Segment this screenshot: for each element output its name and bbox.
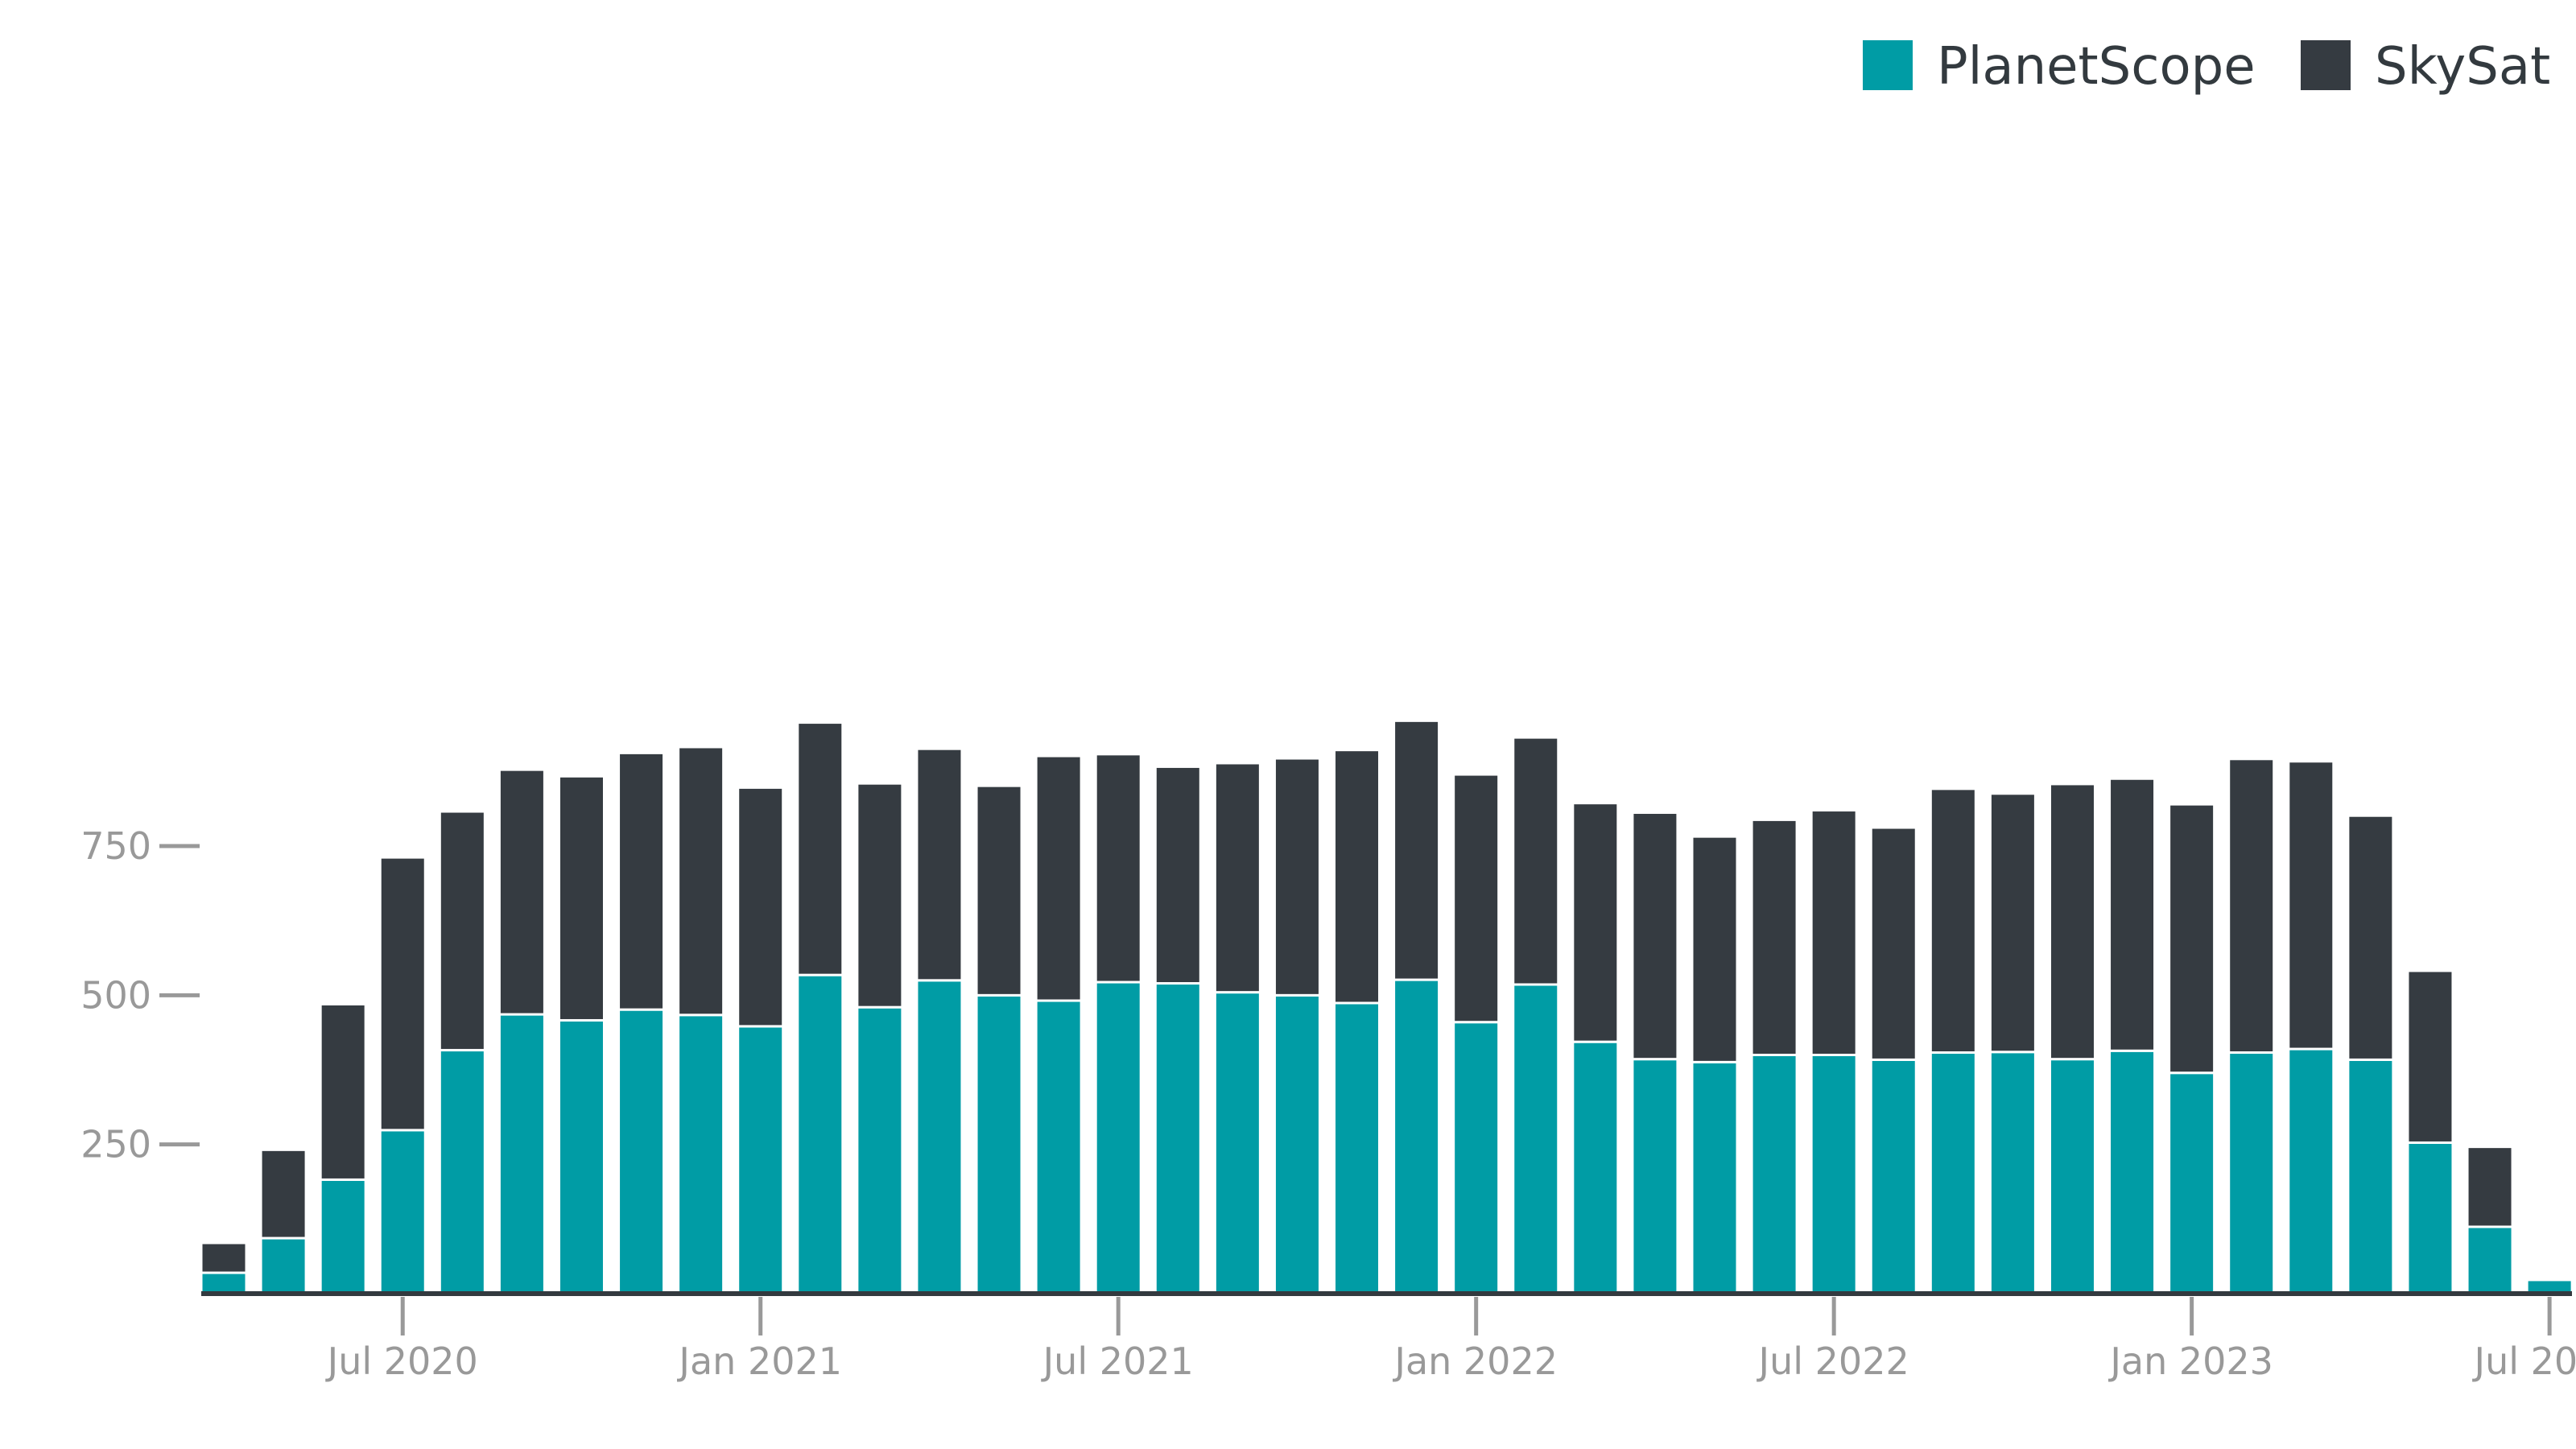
- bar-skysat-2020-11: [617, 751, 666, 1011]
- bar-planetscope-2021-04: [915, 979, 964, 1295]
- bar-skysat-2021-01: [737, 786, 785, 1028]
- bar-planetscope-2021-06: [1034, 999, 1083, 1295]
- x-tick-label-2020-07: Jul 2020: [325, 1340, 478, 1383]
- bar-skysat-2020-05: [259, 1148, 308, 1240]
- legend: PlanetScope SkySat: [1863, 37, 2550, 97]
- bar-skysat-2020-07: [378, 856, 427, 1132]
- bar-skysat-2021-02: [796, 721, 844, 976]
- bar-planetscope-2023-02: [2227, 1051, 2276, 1295]
- bar-skysat-2022-03: [1571, 802, 1620, 1043]
- bar-planetscope-2022-08: [1869, 1058, 1918, 1295]
- bar-skysat-2023-06: [2466, 1146, 2514, 1228]
- bar-planetscope-2023-06: [2466, 1225, 2514, 1295]
- bar-planetscope-2022-09: [1929, 1051, 1977, 1295]
- bar-skysat-2020-08: [438, 810, 486, 1052]
- bar-skysat-2022-07: [1810, 809, 1858, 1056]
- bar-skysat-2020-04: [200, 1241, 248, 1274]
- bar-skysat-2020-10: [557, 774, 605, 1022]
- bar-planetscope-2020-09: [497, 1013, 546, 1295]
- bar-planetscope-2020-06: [319, 1178, 367, 1295]
- bar-planetscope-2020-04: [200, 1271, 248, 1295]
- bar-planetscope-2022-03: [1571, 1040, 1620, 1295]
- bar-planetscope-2020-05: [259, 1236, 308, 1295]
- bar-skysat-2022-11: [2048, 782, 2096, 1061]
- bar-planetscope-2020-10: [557, 1018, 605, 1295]
- bar-planetscope-2023-05: [2406, 1141, 2454, 1295]
- bar-planetscope-2020-08: [438, 1049, 486, 1295]
- x-axis: Jul 2020 Jan 2021 Jul 2021 Jan 2022 Jul 2022…: [201, 1291, 2576, 1383]
- bar-planetscope-2021-07: [1094, 980, 1142, 1295]
- bar-skysat-2021-06: [1034, 754, 1083, 1002]
- legend-swatch-planetscope: [1863, 40, 1913, 90]
- x-tick-label-2023-07: Jul 2023: [2472, 1340, 2576, 1383]
- x-tick-label-2023-01: Jan 2023: [2107, 1340, 2273, 1383]
- bar-skysat-2022-04: [1631, 811, 1679, 1061]
- x-tick-label-2022-07: Jul 2022: [1757, 1340, 1909, 1383]
- bar-planetscope-2021-11: [1333, 1001, 1381, 1295]
- bar-planetscope-2021-09: [1213, 991, 1261, 1295]
- bar-planetscope-2020-12: [677, 1013, 725, 1295]
- bars-layer: [200, 719, 2574, 1295]
- bar-skysat-2023-03: [2287, 760, 2335, 1051]
- legend-swatch-skysat: [2301, 40, 2351, 90]
- bar-planetscope-2022-01: [1452, 1021, 1501, 1295]
- legend-label-planetscope: PlanetScope: [1937, 37, 2256, 97]
- x-tick-label-2021-07: Jul 2021: [1041, 1340, 1194, 1383]
- bar-skysat-2021-07: [1094, 753, 1142, 984]
- legend-label-skysat: SkySat: [2375, 37, 2550, 97]
- bar-planetscope-2023-01: [2168, 1071, 2216, 1295]
- bar-planetscope-2021-03: [856, 1005, 904, 1295]
- bar-planetscope-2021-01: [737, 1025, 785, 1295]
- bar-skysat-2020-09: [497, 768, 546, 1016]
- bar-skysat-2022-08: [1869, 826, 1918, 1061]
- y-tick-label-250: 250: [80, 1123, 151, 1166]
- y-axis: 250 500 750: [80, 824, 200, 1166]
- bar-skysat-2020-12: [677, 745, 725, 1017]
- bar-skysat-2021-05: [975, 784, 1023, 997]
- x-tick-label-2021-01: Jan 2021: [676, 1340, 842, 1383]
- bar-planetscope-2020-07: [378, 1129, 427, 1295]
- bar-skysat-2021-12: [1393, 719, 1441, 981]
- bar-skysat-2023-02: [2227, 758, 2276, 1055]
- bar-planetscope-2022-11: [2048, 1058, 2096, 1295]
- bar-skysat-2021-10: [1273, 757, 1321, 997]
- bar-skysat-2022-02: [1512, 736, 1560, 986]
- bar-skysat-2022-01: [1452, 773, 1501, 1024]
- bar-skysat-2022-10: [1988, 792, 2037, 1054]
- bar-planetscope-2020-11: [617, 1008, 666, 1295]
- bar-planetscope-2023-04: [2347, 1058, 2395, 1295]
- bar-skysat-2023-01: [2168, 803, 2216, 1075]
- bar-planetscope-2021-10: [1273, 993, 1321, 1295]
- bar-skysat-2021-09: [1213, 762, 1261, 994]
- bar-planetscope-2021-05: [975, 993, 1023, 1295]
- bar-planetscope-2023-03: [2287, 1047, 2335, 1295]
- bar-planetscope-2022-12: [2108, 1049, 2157, 1295]
- bar-skysat-2021-08: [1154, 765, 1202, 985]
- x-tick-label-2022-01: Jan 2022: [1392, 1340, 1558, 1383]
- bar-skysat-2023-04: [2347, 814, 2395, 1061]
- y-tick-label-500: 500: [80, 973, 151, 1017]
- bar-skysat-2021-04: [915, 747, 964, 982]
- bar-skysat-2023-05: [2406, 969, 2454, 1144]
- bar-skysat-2020-06: [319, 1002, 367, 1181]
- bar-planetscope-2021-12: [1393, 978, 1441, 1295]
- bar-skysat-2022-09: [1929, 787, 1977, 1055]
- bar-planetscope-2022-07: [1810, 1053, 1858, 1295]
- bar-planetscope-2021-08: [1154, 982, 1202, 1295]
- bar-skysat-2022-12: [2108, 777, 2157, 1052]
- bar-planetscope-2022-04: [1631, 1058, 1679, 1295]
- bar-planetscope-2022-06: [1750, 1053, 1798, 1295]
- bar-planetscope-2021-02: [796, 973, 844, 1295]
- bar-planetscope-2022-05: [1690, 1060, 1739, 1295]
- bar-skysat-2021-03: [856, 782, 904, 1009]
- bar-planetscope-2022-10: [1988, 1051, 2037, 1295]
- bar-skysat-2022-06: [1750, 818, 1798, 1056]
- y-tick-label-750: 750: [80, 824, 151, 868]
- bar-skysat-2022-05: [1690, 835, 1739, 1063]
- bar-skysat-2021-11: [1333, 749, 1381, 1005]
- bar-planetscope-2022-02: [1512, 983, 1560, 1295]
